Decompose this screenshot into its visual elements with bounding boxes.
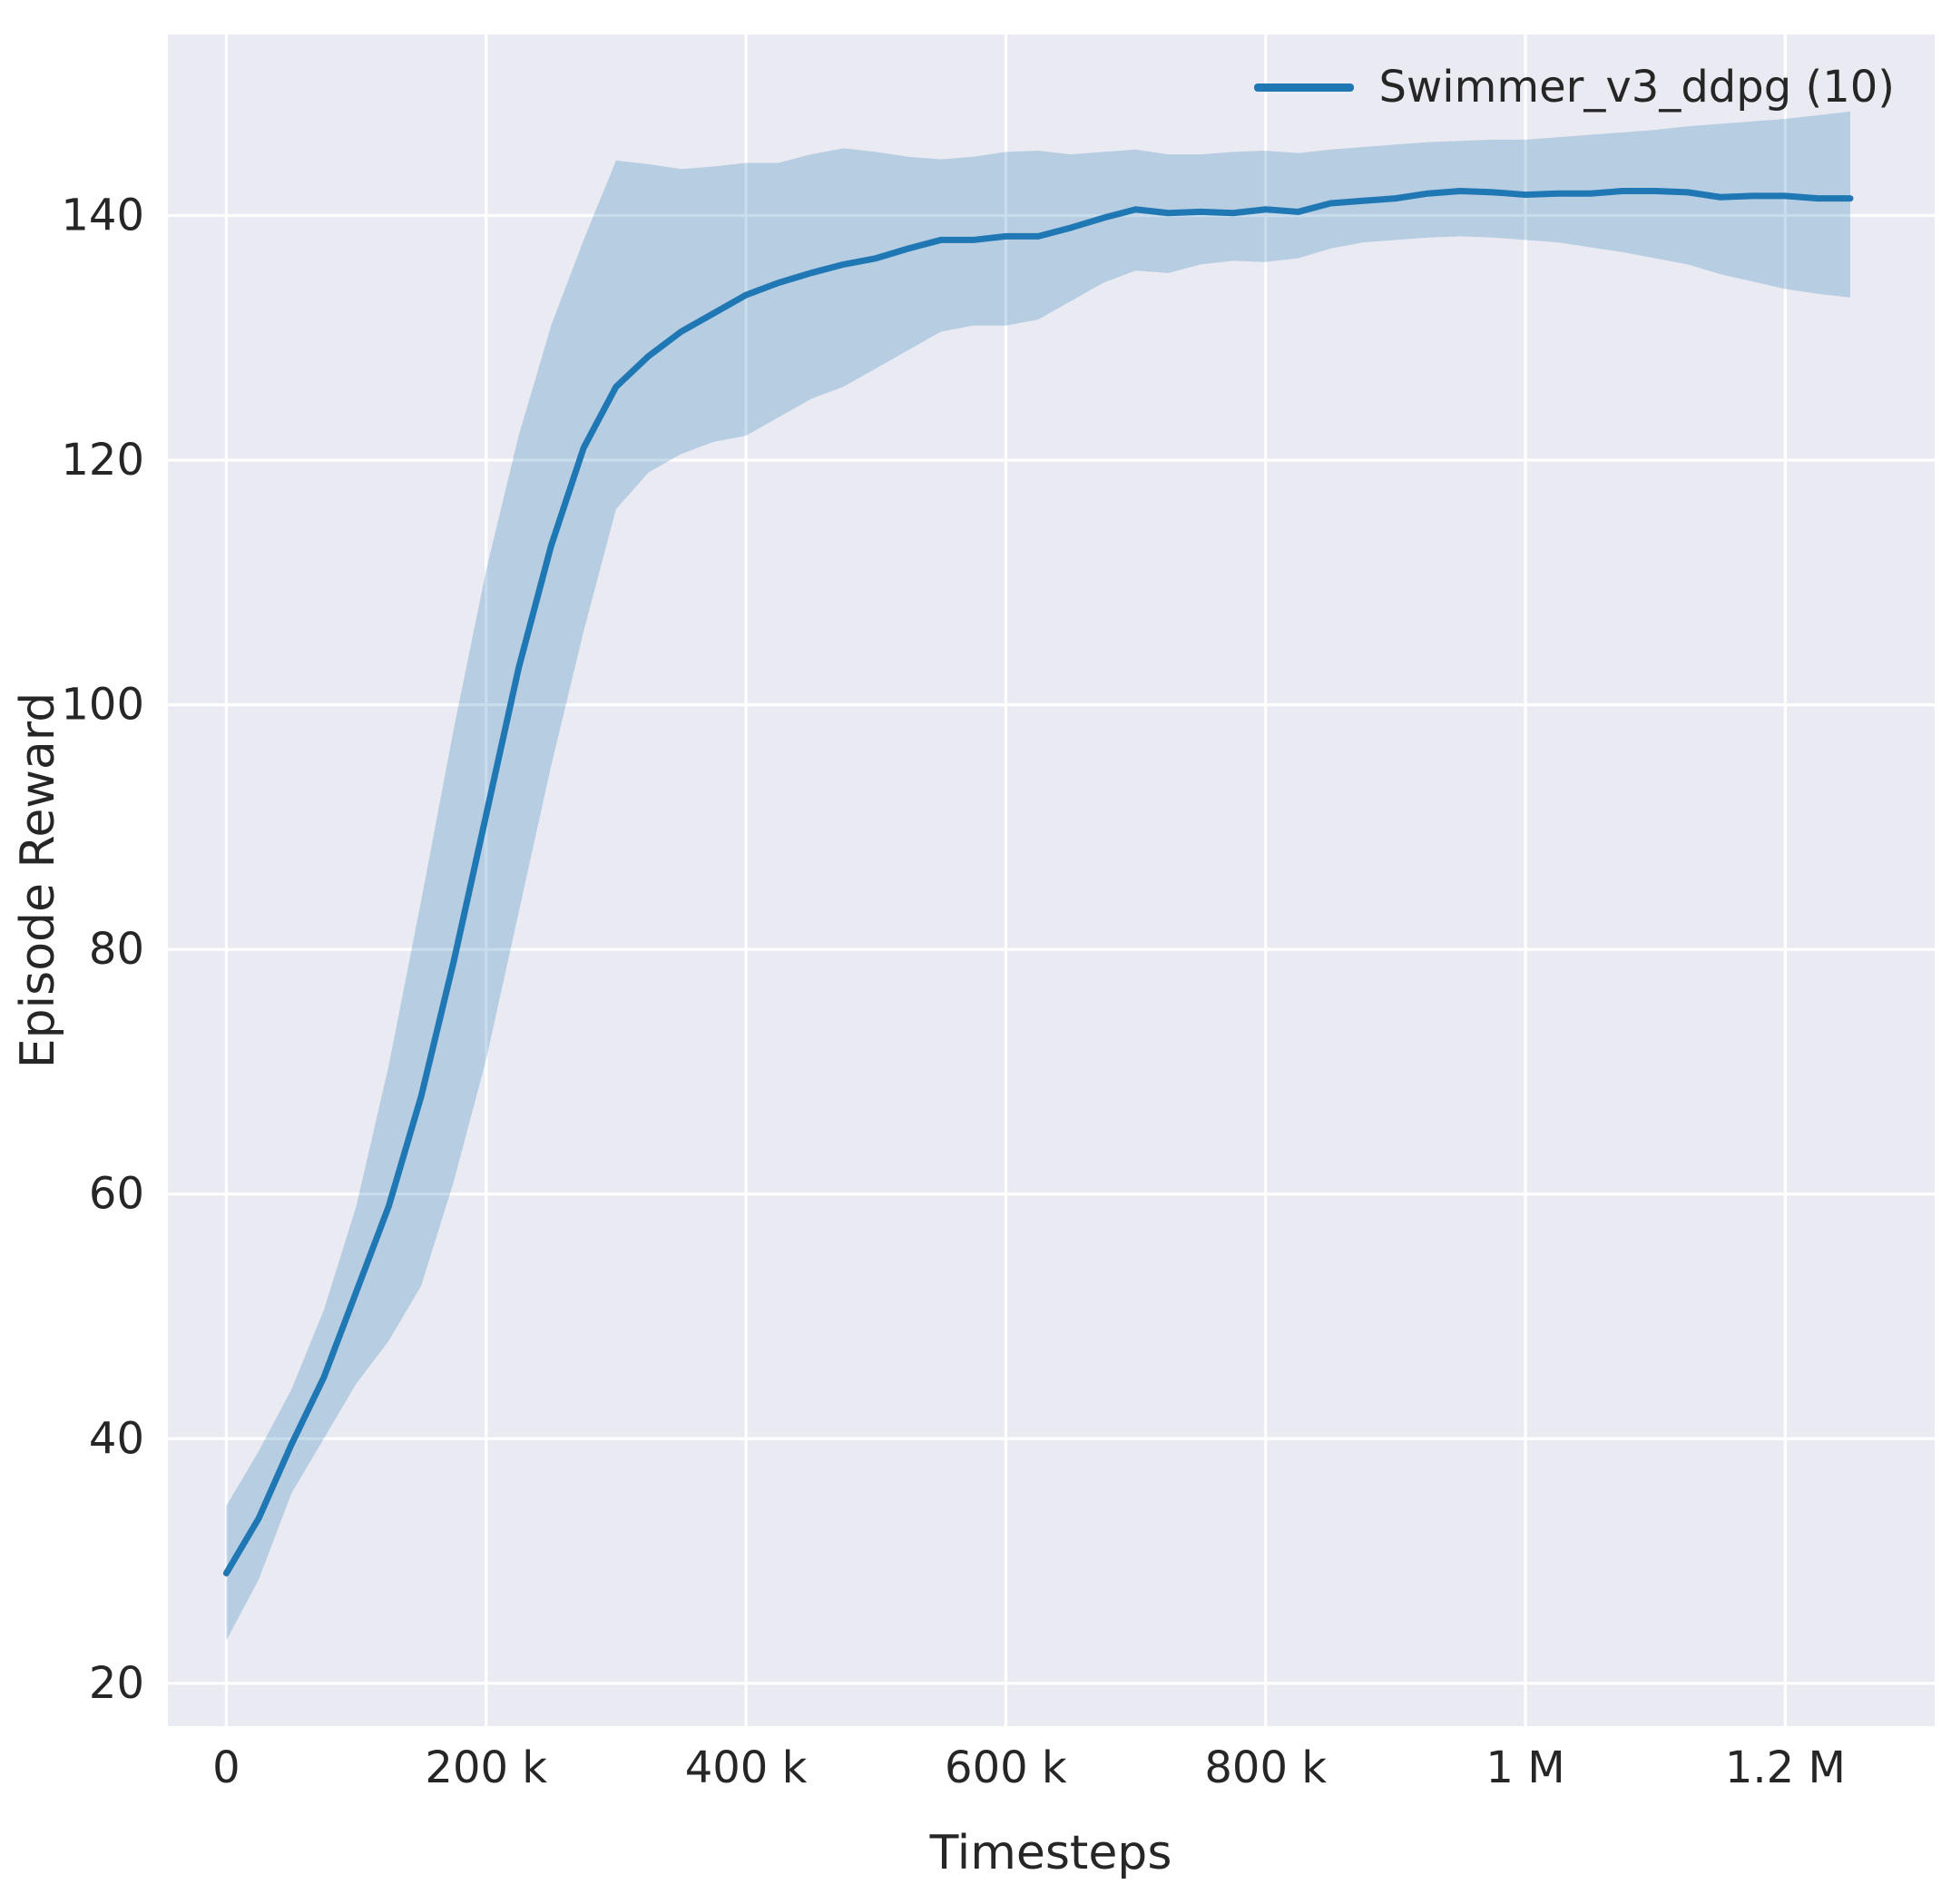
y-tick-label: 60 xyxy=(89,1169,144,1220)
series-line xyxy=(222,188,1854,1577)
y-tick-label: 120 xyxy=(61,435,144,486)
axes-background xyxy=(168,34,1935,1726)
x-tick-label: 0 xyxy=(212,1742,240,1793)
x-tick-label: 400 k xyxy=(685,1742,808,1793)
legend: Swimmer_v3_ddpg (10) xyxy=(1253,62,1895,113)
y-axis-label: Episode Reward xyxy=(11,692,65,1069)
y-tick-label: 80 xyxy=(89,924,144,975)
x-tick-label: 1.2 M xyxy=(1725,1742,1846,1793)
x-tick-label: 1 M xyxy=(1485,1742,1564,1793)
legend-label: Swimmer_v3_ddpg (10) xyxy=(1378,62,1895,113)
x-axis-label: Timesteps xyxy=(929,1826,1172,1880)
y-tick-label: 40 xyxy=(89,1413,144,1464)
x-tick-label: 200 k xyxy=(425,1742,547,1793)
y-tick-label: 140 xyxy=(61,190,144,240)
y-tick-label: 20 xyxy=(89,1658,144,1709)
legend-line-sample-icon xyxy=(1253,83,1354,92)
y-tick-label: 100 xyxy=(61,680,144,731)
x-tick-label: 800 k xyxy=(1204,1742,1327,1793)
x-tick-label: 600 k xyxy=(945,1742,1067,1793)
